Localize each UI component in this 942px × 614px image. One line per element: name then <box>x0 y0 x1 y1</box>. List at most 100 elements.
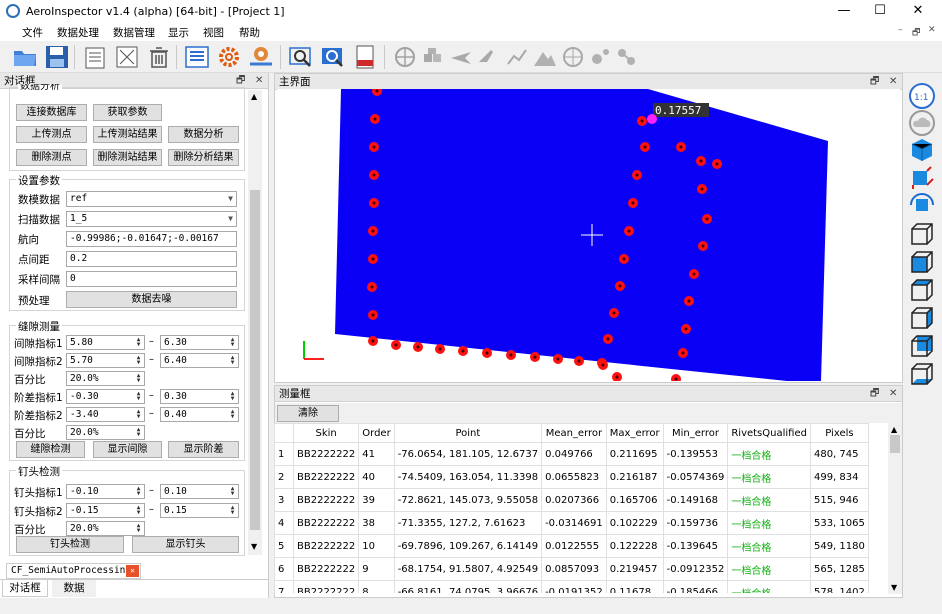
table-row[interactable]: 4 BB2222222 38 -71.3355, 127.2, 7.61623 -0.0… <box>274 511 869 535</box>
node-icon[interactable] <box>588 44 614 70</box>
gap-detect-button[interactable]: 缝隙检测 <box>16 441 85 458</box>
menu-help[interactable]: 帮助 <box>239 27 260 39</box>
connect-database-button[interactable]: 连接数据库 <box>16 104 87 121</box>
pdf-icon[interactable] <box>352 44 378 70</box>
column-header[interactable]: Point <box>393 423 543 443</box>
spin-arrows-icon[interactable]: ▲ ▼ <box>136 390 141 402</box>
panel-float-button[interactable]: 🗗 <box>236 75 246 86</box>
minimize-button[interactable]: — <box>837 3 851 18</box>
table-row[interactable]: 6 BB2222222 9 -68.1754, 91.5807, 4.92549 0.0… <box>274 557 869 581</box>
column-header[interactable]: RivetsQualified <box>727 423 811 443</box>
3d-viewport[interactable]: 0.17557 <box>277 89 900 381</box>
spin-arrows-icon[interactable]: ▲ ▼ <box>230 504 235 516</box>
spin-arrows-icon[interactable]: ▲ ▼ <box>136 354 141 366</box>
chart-icon[interactable] <box>504 44 530 70</box>
trash-icon[interactable] <box>146 44 172 70</box>
spin-arrows-icon[interactable]: ▲ ▼ <box>136 485 141 497</box>
maximize-button[interactable]: ☐ <box>874 3 886 18</box>
rivet-ind2-max-spinbox[interactable]: 0.15 ▲ ▼ <box>160 503 239 518</box>
selected-rivet-marker[interactable] <box>647 114 657 124</box>
mdi-minimize-button[interactable]: – <box>898 25 903 35</box>
rivet-ind2-min-spinbox[interactable]: -0.15 ▲ ▼ <box>66 503 145 518</box>
table-scrollbar[interactable]: ▲ ▼ <box>888 423 902 594</box>
percent1-spinbox[interactable]: 20.0% ▲ ▼ <box>66 371 145 386</box>
processing-doc-tab[interactable]: CF_SemiAutoProcessing ✕ <box>6 563 141 579</box>
scroll-down-icon[interactable]: ▼ <box>891 583 898 592</box>
percent2-spinbox[interactable]: 20.0% ▲ ▼ <box>66 425 145 440</box>
panel-float-button[interactable]: 🗗 <box>870 76 880 87</box>
panel-float-button[interactable]: 🗗 <box>870 388 880 399</box>
rivet-ind1-max-spinbox[interactable]: 0.10 ▲ ▼ <box>160 484 239 499</box>
column-header[interactable]: Pixels <box>809 423 869 443</box>
table-row[interactable]: 7 BB2222222 8 -66.8161, 74.0795, 3.96676 -0.… <box>274 580 869 593</box>
table-row[interactable]: 2 BB2222222 40 -74.5409, 163.054, 11.3398 0.… <box>274 465 869 489</box>
menu-file[interactable]: 文件 <box>22 27 43 39</box>
rivet-ind1-min-spinbox[interactable]: -0.10 ▲ ▼ <box>66 484 145 499</box>
spin-arrows-icon[interactable]: ▲ ▼ <box>230 408 235 420</box>
data-analysis-button[interactable]: 数据分析 <box>168 126 239 143</box>
cube-side-icon[interactable] <box>907 303 937 333</box>
cube-axes-icon[interactable] <box>907 163 937 193</box>
list-icon[interactable] <box>184 44 210 70</box>
close-button[interactable]: ✕ <box>912 3 924 18</box>
spin-arrows-icon[interactable]: ▲ ▼ <box>136 336 141 348</box>
denoise-button[interactable]: 数据去噪 <box>66 291 237 308</box>
rotate-cube-icon[interactable] <box>907 190 937 220</box>
delete-station-results-button[interactable]: 删除测站结果 <box>93 149 162 166</box>
scroll-thumb[interactable] <box>250 190 260 530</box>
scroll-down-icon[interactable]: ▼ <box>251 542 258 551</box>
delete-points-button[interactable]: 删除测点 <box>16 149 87 166</box>
document-icon[interactable] <box>82 44 108 70</box>
gap-ind1-min-spinbox[interactable]: 5.80 ▲ ▼ <box>66 335 145 350</box>
airplane-icon[interactable] <box>448 44 474 70</box>
spin-arrows-icon[interactable]: ▲ ▼ <box>136 522 141 534</box>
scroll-thumb[interactable] <box>890 435 900 453</box>
step-ind2-min-spinbox[interactable]: -3.40 ▲ ▼ <box>66 407 145 422</box>
network-icon[interactable] <box>248 44 274 70</box>
menu-display[interactable]: 显示 <box>168 27 189 39</box>
delete-analysis-results-button[interactable]: 删除分析结果 <box>168 149 239 166</box>
nodes-icon[interactable] <box>614 44 640 70</box>
gap-ind1-max-spinbox[interactable]: 6.30 ▲ ▼ <box>160 335 239 350</box>
gap-ind2-max-spinbox[interactable]: 6.40 ▲ ▼ <box>160 353 239 368</box>
heading-input[interactable]: -0.99986;-0.01647;-0.00167 <box>66 231 237 247</box>
sample-interval-input[interactable]: 0 <box>66 271 237 287</box>
step-ind1-max-spinbox[interactable]: 0.30 ▲ ▼ <box>160 389 239 404</box>
spin-arrows-icon[interactable]: ▲ ▼ <box>136 372 141 384</box>
clear-button[interactable]: 清除 <box>277 405 339 422</box>
close-icon[interactable]: ✕ <box>126 565 139 577</box>
get-parameters-button[interactable]: 获取参数 <box>93 104 162 121</box>
zoom-fit-icon[interactable] <box>288 44 314 70</box>
open-folder-icon[interactable] <box>12 44 38 70</box>
model-data-select[interactable]: ref ▼ <box>66 191 237 207</box>
rivet-detect-button[interactable]: 钉头检测 <box>16 536 124 553</box>
table-row[interactable]: 5 BB2222222 10 -69.7896, 109.267, 6.14149 0.… <box>274 534 869 558</box>
cube-top-icon[interactable] <box>907 275 937 305</box>
column-header[interactable]: Skin <box>292 423 360 443</box>
show-rivets-button[interactable]: 显示钉头 <box>132 536 239 553</box>
airplane-side-icon[interactable] <box>476 44 502 70</box>
table-row[interactable]: 3 BB2222222 39 -72.8621, 145.073, 9.55058 0.… <box>274 488 869 512</box>
spin-arrows-icon[interactable]: ▲ ▼ <box>230 485 235 497</box>
cloud-icon[interactable] <box>907 108 937 138</box>
show-gap-button[interactable]: 显示间隙 <box>93 441 162 458</box>
dialog-scrollbar[interactable]: ▲ ▼ <box>248 90 262 555</box>
upload-points-button[interactable]: 上传测点 <box>16 126 87 143</box>
column-header[interactable]: Max_error <box>605 423 664 443</box>
save-icon[interactable] <box>44 44 70 70</box>
spin-arrows-icon[interactable]: ▲ ▼ <box>136 504 141 516</box>
target-icon[interactable] <box>560 44 586 70</box>
step-ind2-max-spinbox[interactable]: 0.40 ▲ ▼ <box>160 407 239 422</box>
show-step-button[interactable]: 显示阶差 <box>168 441 239 458</box>
menu-data-processing[interactable]: 数据处理 <box>57 27 99 39</box>
mountain-icon[interactable] <box>532 44 558 70</box>
scroll-up-icon[interactable]: ▲ <box>891 425 898 434</box>
panel-close-button[interactable]: ✕ <box>889 388 898 399</box>
globe-icon[interactable] <box>392 44 418 70</box>
tab-data[interactable]: 数据 <box>52 580 96 597</box>
cube-solid-icon[interactable] <box>907 135 937 165</box>
cubes-icon[interactable] <box>420 44 446 70</box>
column-header[interactable]: Order <box>358 423 395 443</box>
spin-arrows-icon[interactable]: ▲ ▼ <box>136 426 141 438</box>
panel-close-button[interactable]: ✕ <box>889 76 898 87</box>
